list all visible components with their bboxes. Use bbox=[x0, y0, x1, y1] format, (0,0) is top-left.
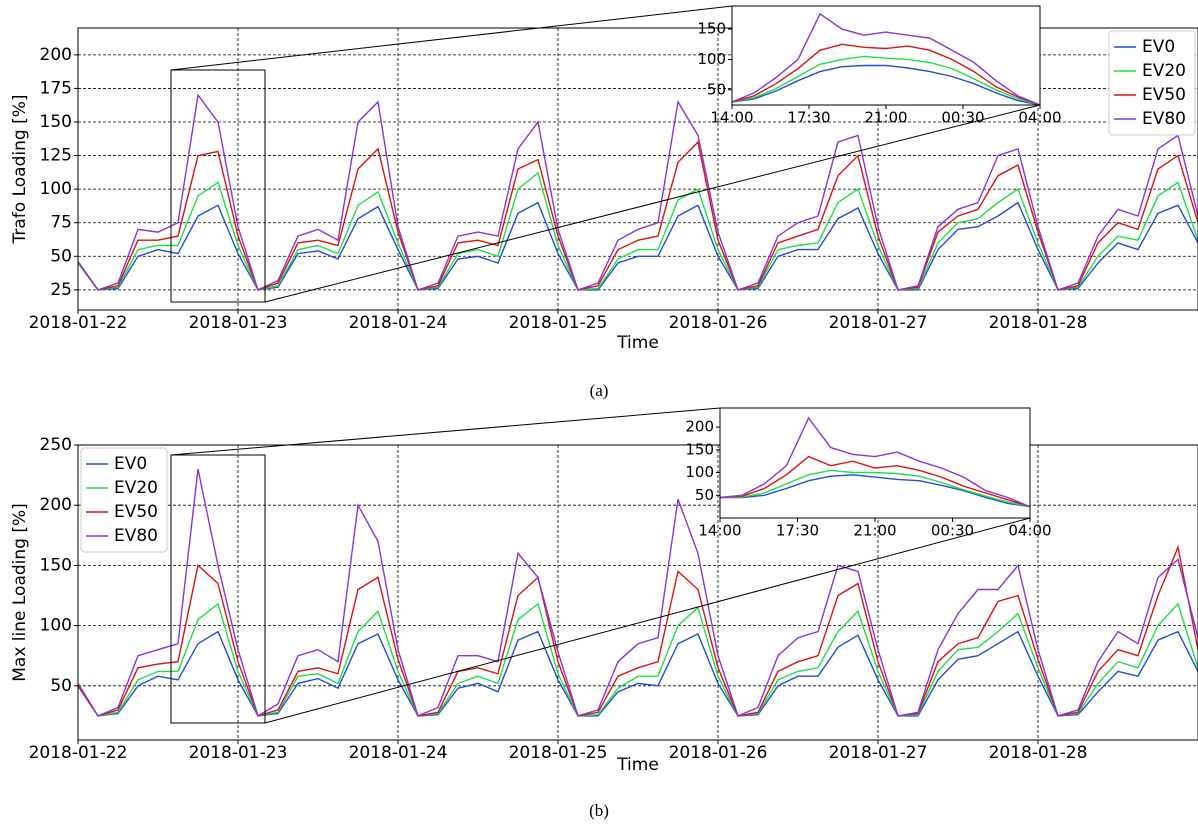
data-line bbox=[732, 43, 1040, 105]
connector bbox=[170, 407, 721, 456]
legend-label: EV50 bbox=[1142, 85, 1186, 105]
y-tick-label: 100 bbox=[685, 463, 714, 481]
x-tick-label: 2018-01-23 bbox=[189, 313, 288, 333]
y-tick-label: 200 bbox=[685, 418, 714, 436]
zoom-indicator-a bbox=[170, 5, 1041, 303]
x-tick-label: 2018-01-24 bbox=[349, 743, 448, 763]
y-tick-label: 150 bbox=[697, 20, 726, 38]
x-tick-label: 04:00 bbox=[1008, 522, 1051, 540]
x-tick-label: 21:00 bbox=[864, 109, 907, 127]
plot-frame bbox=[77, 27, 1198, 311]
data-line bbox=[720, 416, 1030, 508]
legend-label: EV0 bbox=[1142, 37, 1175, 57]
caption: (a) bbox=[590, 381, 609, 400]
data-line bbox=[732, 55, 1040, 105]
y-tick-label: 250 bbox=[40, 435, 72, 455]
y-tick-label: 200 bbox=[40, 495, 72, 515]
y-tick-label: 150 bbox=[40, 112, 72, 132]
x-tick-label: 21:00 bbox=[853, 522, 896, 540]
y-tick-label: 100 bbox=[40, 179, 72, 199]
legend: EV0 EV20 EV50 EV80 bbox=[1108, 30, 1196, 136]
zoom-box bbox=[170, 454, 266, 724]
legend-label: EV0 bbox=[114, 454, 147, 474]
x-tick-label: 2018-01-22 bbox=[29, 743, 128, 763]
data-line bbox=[732, 12, 1040, 105]
y-tick-label: 150 bbox=[40, 555, 72, 575]
x-tick-label: 04:00 bbox=[1018, 109, 1061, 127]
x-tick-label: 14:00 bbox=[710, 109, 753, 127]
x-tick-label: 2018-01-25 bbox=[509, 313, 608, 333]
caption: (b) bbox=[589, 801, 609, 820]
y-tick-label: 150 bbox=[685, 440, 714, 458]
x-axis-label: Time bbox=[616, 755, 659, 775]
plot-frame bbox=[719, 407, 1031, 519]
x-tick-label: 2018-01-26 bbox=[669, 743, 768, 763]
x-tick-label: 00:30 bbox=[941, 109, 984, 127]
x-tick-label: 2018-01-25 bbox=[509, 743, 608, 763]
legend-label: EV20 bbox=[114, 478, 158, 498]
legend-label: EV20 bbox=[1142, 61, 1186, 81]
y-tick-label: 100 bbox=[697, 50, 726, 68]
y-tick-label: 50 bbox=[50, 246, 72, 266]
x-tick-label: 17:30 bbox=[787, 109, 830, 127]
inset-b: 14:00 17:30 21:00 00:30 04:00 50 100 150 200 bbox=[685, 407, 1052, 540]
y-axis-label: Trafo Loading [%] bbox=[10, 95, 30, 245]
x-axis-label: Time bbox=[616, 333, 659, 353]
data-line bbox=[720, 474, 1030, 508]
x-tick-label: 00:30 bbox=[931, 522, 974, 540]
x-tick-label: 2018-01-27 bbox=[829, 743, 928, 763]
x-tick-label: 17:30 bbox=[776, 522, 819, 540]
plot-background bbox=[720, 408, 1030, 518]
x-tick-label: 14:00 bbox=[698, 522, 741, 540]
y-tick-label: 175 bbox=[40, 78, 72, 98]
y-tick-label: 50 bbox=[695, 486, 714, 504]
connector bbox=[170, 5, 733, 71]
legend-box bbox=[80, 447, 168, 553]
x-tick-label: 2018-01-28 bbox=[989, 313, 1088, 333]
x-tick-label: 2018-01-24 bbox=[349, 313, 448, 333]
data-line bbox=[720, 469, 1030, 508]
x-tick-label: 2018-01-27 bbox=[829, 313, 928, 333]
plot-background bbox=[732, 6, 1040, 105]
x-tick-label: 2018-01-28 bbox=[989, 743, 1088, 763]
data-line bbox=[732, 64, 1040, 105]
y-axis-label: Max line Loading [%] bbox=[10, 503, 30, 682]
plot-frame bbox=[77, 444, 1198, 741]
data-line bbox=[720, 455, 1030, 508]
zoom-indicator-b bbox=[170, 407, 1031, 724]
connector bbox=[264, 104, 1041, 303]
y-tick-label: 100 bbox=[40, 616, 72, 636]
x-tick-label: 2018-01-22 bbox=[29, 313, 128, 333]
y-tick-label: 25 bbox=[50, 280, 72, 300]
plot-frame bbox=[731, 5, 1041, 106]
x-tick-label: 2018-01-26 bbox=[669, 313, 768, 333]
zoom-box bbox=[170, 69, 266, 303]
legend-label: EV80 bbox=[1142, 109, 1186, 129]
legend: EV0 EV20 EV50 EV80 bbox=[80, 447, 168, 553]
connector bbox=[264, 517, 1031, 724]
y-tick-label: 200 bbox=[40, 45, 72, 65]
y-tick-label: 75 bbox=[50, 213, 72, 233]
y-tick-label: 125 bbox=[40, 146, 72, 166]
legend-box bbox=[1108, 30, 1196, 136]
legend-label: EV50 bbox=[114, 502, 158, 522]
inset-a: 14:00 17:30 21:00 00:30 04:00 50 100 150 bbox=[697, 5, 1062, 127]
x-tick-label: 2018-01-23 bbox=[189, 743, 288, 763]
y-tick-label: 50 bbox=[50, 676, 72, 696]
legend-label: EV80 bbox=[114, 526, 158, 546]
y-tick-label: 50 bbox=[707, 80, 726, 98]
